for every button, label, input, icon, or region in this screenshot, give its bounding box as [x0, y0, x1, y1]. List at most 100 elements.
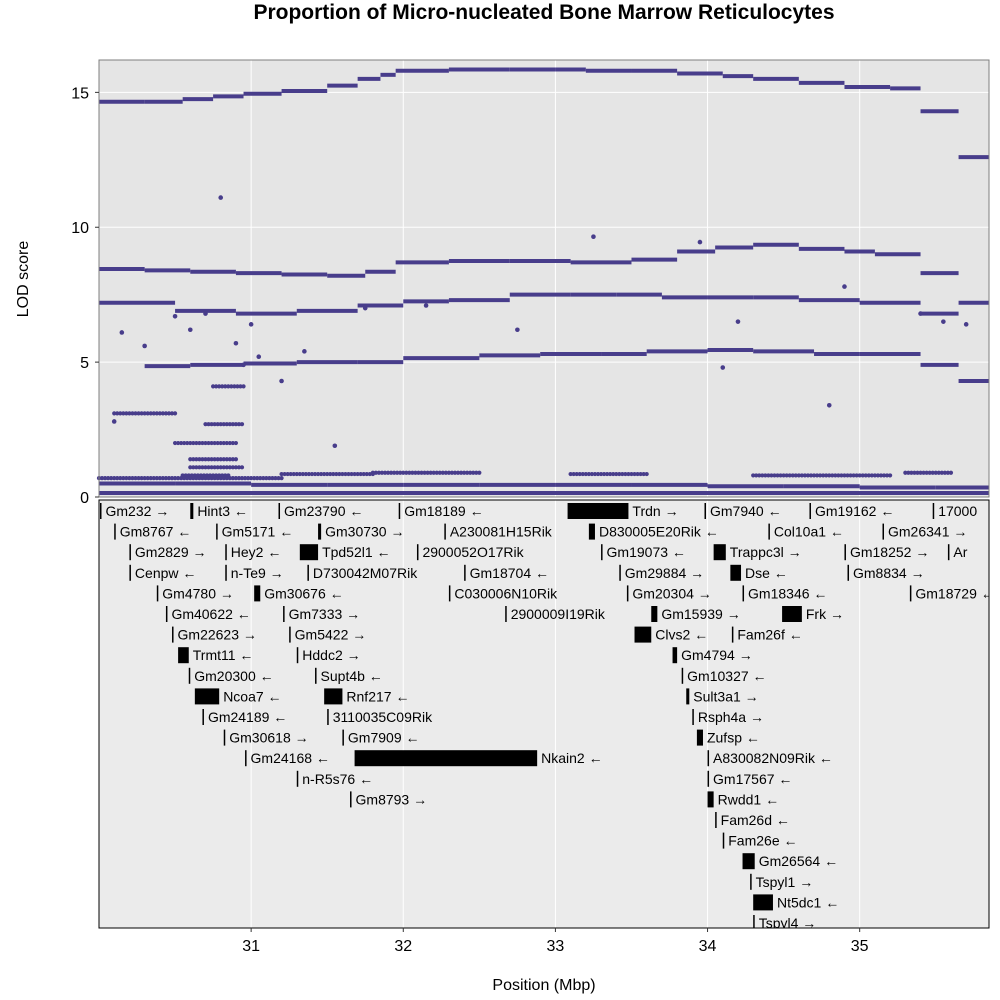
data-point	[826, 402, 832, 408]
gene-label: Dse ←	[745, 565, 788, 581]
data-point	[471, 470, 476, 475]
gene-gm19073: Gm19073 ←	[601, 544, 686, 561]
data-point	[413, 470, 418, 475]
data-point	[315, 471, 321, 477]
gene-body	[172, 626, 174, 643]
gene-label: Gm30730 →	[325, 524, 404, 540]
data-point	[632, 471, 637, 477]
data-point	[279, 471, 284, 477]
gene-gm18704: Gm18704 ←	[464, 564, 549, 581]
data-point	[230, 476, 235, 481]
data-point	[255, 476, 260, 481]
gene-label: Gm18189 ←	[404, 503, 483, 519]
data-point	[227, 422, 232, 427]
data-point	[638, 471, 643, 477]
data-point	[763, 473, 768, 478]
data-point	[355, 471, 360, 477]
gene-body	[342, 729, 344, 746]
gene-label: Trappc3l →	[730, 544, 802, 560]
y-tick-label: 0	[80, 490, 89, 507]
gene-body	[567, 503, 629, 519]
data-point	[226, 384, 231, 389]
data-point	[276, 476, 281, 481]
data-point	[99, 476, 105, 481]
data-point	[203, 465, 208, 470]
data-point	[332, 443, 338, 449]
gene-label: D830005E20Rik ←	[599, 524, 719, 540]
gene-label: Gm4794 →	[681, 647, 753, 663]
gene-label: Nkain2 ←	[541, 750, 602, 766]
gene-label: Ncoa7 ←	[223, 688, 281, 704]
data-point	[172, 411, 178, 416]
data-point	[109, 476, 114, 481]
data-point	[206, 476, 211, 481]
data-point	[395, 470, 400, 475]
gene-body	[129, 564, 131, 581]
gene-label: 2900009I19Rik	[511, 606, 606, 622]
data-point	[452, 470, 458, 475]
data-point	[279, 476, 284, 481]
gene-gm22623: Gm22623 →	[172, 626, 257, 643]
gene-label: Tspyl4 →	[759, 915, 817, 931]
data-point	[112, 476, 117, 481]
data-point	[197, 465, 202, 470]
data-point	[781, 473, 786, 478]
gene-gm15939: Gm15939 →	[651, 606, 741, 622]
data-point	[221, 476, 226, 481]
gene-body	[809, 503, 811, 519]
gene-body	[178, 647, 189, 664]
data-point	[261, 476, 266, 481]
data-point	[818, 473, 823, 478]
data-point	[160, 411, 165, 416]
data-point	[370, 470, 375, 475]
gene-label: Gm5422 →	[295, 627, 367, 643]
gene-label: Gm2829 →	[135, 544, 207, 560]
data-point	[151, 476, 156, 481]
data-point	[912, 470, 917, 475]
gene-label: D730042M07Rik	[313, 565, 418, 581]
gene-body	[626, 585, 629, 602]
data-point	[229, 384, 234, 389]
data-point	[218, 422, 223, 427]
data-point	[223, 384, 228, 389]
scatter-cluster	[751, 473, 893, 478]
data-point	[362, 305, 368, 311]
data-point	[215, 457, 220, 462]
y-axis-label: LOD score	[15, 241, 32, 318]
gene-tpd52l1: Tpd52l1 ←	[299, 544, 391, 561]
gene-body	[202, 709, 204, 725]
gene-body	[156, 585, 159, 602]
data-point	[827, 473, 832, 478]
data-point	[580, 471, 585, 477]
data-point	[839, 473, 844, 478]
data-point	[343, 471, 348, 477]
gene-gm19162: Gm19162 ←	[809, 503, 894, 519]
data-point	[191, 476, 196, 481]
x-tick-label: 35	[851, 938, 869, 955]
data-point	[115, 476, 120, 481]
gene-gm20304: Gm20304 →	[626, 585, 712, 602]
gene-3110035c09rik: 3110035C09Rik	[327, 709, 433, 725]
gene-fam26f: Fam26f ←	[731, 626, 803, 643]
data-point	[230, 457, 235, 462]
data-point	[751, 473, 756, 478]
gene-label: Gm26341 →	[888, 524, 967, 540]
gene-tspyl1: Tspyl1 →	[750, 873, 813, 890]
data-point	[697, 239, 703, 245]
data-point	[224, 465, 229, 470]
gene-label: Gm19073 ←	[607, 544, 686, 560]
data-point	[241, 384, 246, 389]
data-point	[172, 476, 178, 481]
data-point	[376, 470, 382, 475]
data-point	[842, 284, 847, 289]
data-point	[423, 303, 429, 308]
data-point	[227, 440, 232, 446]
data-point	[410, 470, 415, 475]
scatter-cluster	[370, 470, 482, 475]
data-point	[267, 476, 272, 481]
data-point	[851, 473, 856, 478]
data-point	[571, 471, 576, 477]
gene-label: Supt4b ←	[321, 668, 383, 684]
data-point	[191, 440, 196, 446]
data-point	[906, 470, 911, 475]
